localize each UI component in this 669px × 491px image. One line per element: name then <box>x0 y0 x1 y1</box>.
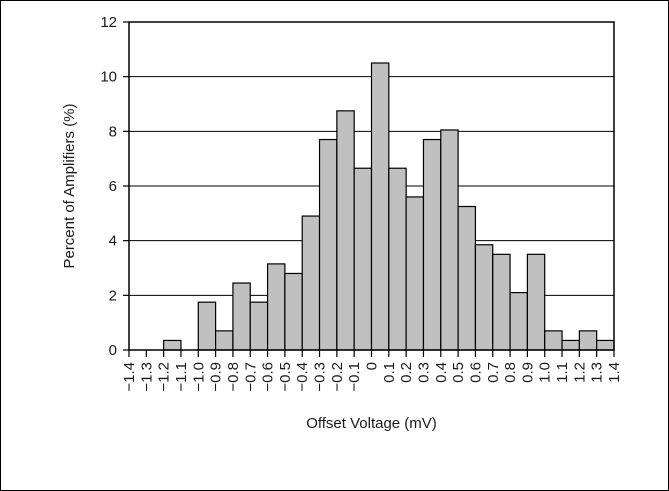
histogram-bar <box>370 62 390 351</box>
x-tick-label: −0.1 <box>346 362 363 392</box>
histogram-bar <box>163 339 182 351</box>
x-tick-label: 0.5 <box>450 362 467 383</box>
y-axis-ticks: 0 2 4 6 8 10 12 <box>100 14 129 359</box>
x-tick-label: −0.4 <box>294 362 311 392</box>
x-tick-label: −1.1 <box>173 362 190 392</box>
x-tick-label: 0 <box>364 362 381 370</box>
x-tick-label: −0.3 <box>312 362 329 392</box>
histogram-bar <box>509 292 528 351</box>
histogram-bar <box>284 272 303 351</box>
x-tick-label: 0.7 <box>485 362 502 383</box>
x-tick-label: 0.3 <box>415 362 432 383</box>
x-tick-label: −1.0 <box>190 362 207 392</box>
histogram-bar <box>578 330 598 351</box>
histogram-bar <box>336 110 355 351</box>
x-tick-label: −1.2 <box>156 362 173 392</box>
histogram-bar <box>422 138 442 351</box>
x-tick-label: 0.2 <box>398 362 415 383</box>
y-tick-label: 4 <box>109 233 117 250</box>
histogram-bar <box>457 205 477 351</box>
histogram-bar <box>266 263 286 351</box>
x-tick-label: 0.1 <box>381 362 398 383</box>
histogram-bar <box>440 129 459 351</box>
x-tick-label: 1.2 <box>571 362 588 383</box>
y-tick-label: 6 <box>109 178 117 195</box>
x-tick-label: −0.6 <box>260 362 277 392</box>
histogram-bar <box>353 167 373 351</box>
histogram-bar <box>544 330 563 351</box>
x-tick-label: −1.3 <box>138 362 155 392</box>
x-tick-label: −0.8 <box>225 362 242 392</box>
histogram-bar <box>318 138 338 351</box>
y-tick-label: 12 <box>100 14 117 31</box>
histogram-bar <box>197 301 217 351</box>
x-axis-ticks: −1.4 −1.3 −1.2 −1.1 −1.0 −0.9 −0.8 −0.7 −0.6 −0.5… <box>121 350 623 392</box>
y-tick-label: 2 <box>109 287 117 304</box>
x-tick-label: −0.9 <box>208 362 225 392</box>
histogram-bar <box>249 301 269 351</box>
bars <box>163 62 615 351</box>
x-tick-label: −0.5 <box>277 362 294 392</box>
x-tick-label: 0.4 <box>433 362 450 383</box>
histogram-bar <box>526 253 546 351</box>
histogram-bar <box>215 330 234 351</box>
histogram-bar <box>596 339 615 351</box>
histogram-bar <box>388 167 407 351</box>
x-tick-label: 1.4 <box>606 362 623 383</box>
x-tick-label: 0.8 <box>502 362 519 383</box>
y-axis-title: Percent of Amplifiers (%) <box>61 103 78 268</box>
x-tick-label: 1.1 <box>554 362 571 383</box>
y-tick-label: 0 <box>109 342 117 359</box>
x-axis-title: Offset Voltage (mV) <box>306 415 437 432</box>
x-tick-label: −0.2 <box>329 362 346 392</box>
x-tick-label: 0.9 <box>519 362 536 383</box>
x-tick-label: 1.0 <box>537 362 554 383</box>
y-tick-label: 8 <box>109 123 117 140</box>
histogram-bar <box>405 196 425 351</box>
histogram-bar <box>232 282 251 351</box>
x-tick-label: −0.7 <box>242 362 259 392</box>
histogram-bar <box>492 253 511 351</box>
histogram-bar <box>561 339 580 351</box>
x-tick-label: 0.6 <box>467 362 484 383</box>
x-tick-label: 1.3 <box>589 362 606 383</box>
x-tick-label: −1.4 <box>121 362 138 392</box>
y-tick-label: 10 <box>100 69 117 86</box>
histogram-bar <box>301 215 321 351</box>
histogram-bar <box>474 244 494 351</box>
